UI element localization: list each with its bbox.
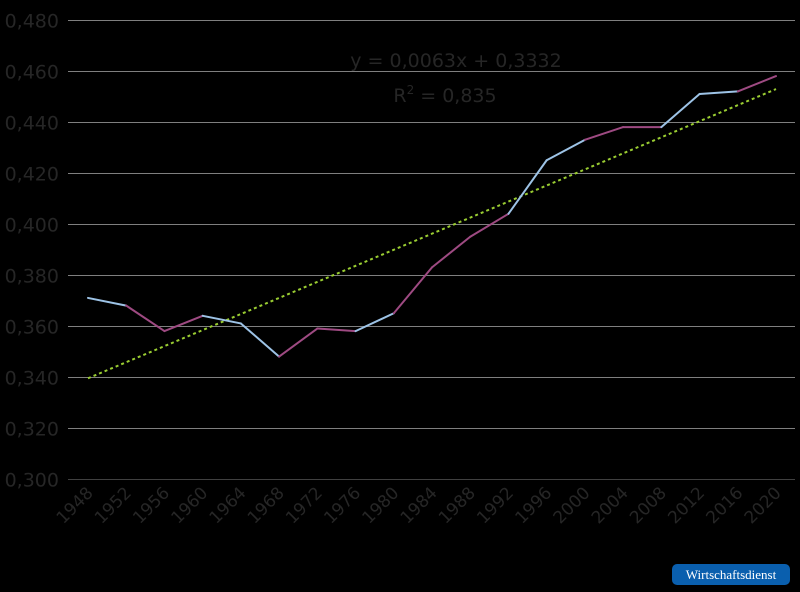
y-tick-label: 0,360	[5, 317, 59, 339]
x-tick-label: 1984	[397, 483, 442, 528]
series-segment	[163, 314, 204, 333]
x-tick-label: 1964	[206, 483, 251, 528]
r-squared-sup: 2	[407, 83, 415, 97]
series-segment	[278, 327, 319, 358]
y-tick-label: 0,300	[5, 470, 59, 492]
y-tick-label: 0,320	[5, 419, 59, 441]
data-series	[87, 75, 777, 358]
series-segment	[316, 327, 357, 333]
x-tick-label: 2020	[741, 483, 786, 528]
x-tick-label: 1968	[244, 483, 289, 528]
series-segment	[660, 92, 701, 129]
series-segment	[239, 322, 281, 358]
x-tick-label: 1996	[511, 483, 556, 528]
x-tick-label: 1976	[320, 483, 365, 528]
x-tick-label: 1948	[53, 483, 98, 528]
trendline	[87, 88, 777, 380]
series-segment	[354, 312, 395, 333]
x-tick-label: 2004	[588, 483, 633, 528]
series-segment	[583, 126, 625, 141]
series-segment	[201, 314, 242, 325]
series-segment	[469, 212, 510, 238]
series-segment	[392, 266, 433, 315]
y-tick-label: 0,400	[5, 215, 59, 237]
y-tick-label: 0,460	[5, 62, 59, 84]
x-tick-label: 2012	[664, 483, 709, 528]
series-segment	[431, 235, 472, 269]
series-segment	[736, 75, 777, 93]
series-segment	[698, 90, 739, 95]
r-squared-r: R	[393, 85, 406, 107]
x-tick-label: 1992	[473, 483, 518, 528]
series-segment	[87, 296, 128, 307]
r-squared-label: R2 = 0,835	[393, 83, 496, 107]
series-segment	[507, 159, 548, 215]
x-tick-label: 1952	[91, 483, 136, 528]
series-segment	[545, 138, 586, 162]
trendline-path	[87, 88, 777, 380]
x-tick-label: 2000	[550, 483, 595, 528]
x-tick-label: 1988	[435, 483, 480, 528]
x-tick-label: 1980	[359, 483, 404, 528]
y-tick-label: 0,340	[5, 368, 59, 390]
x-tick-label: 2016	[703, 483, 748, 528]
x-tick-label: 1956	[129, 483, 174, 528]
series-segment	[125, 304, 166, 333]
x-tick-label: 2008	[626, 483, 671, 528]
x-tick-label: 1972	[282, 483, 327, 528]
trend-equation: y = 0,0063x + 0,3332	[350, 50, 561, 72]
y-tick-label: 0,420	[5, 164, 59, 186]
y-tick-label: 0,440	[5, 113, 59, 135]
x-tick-label: 1960	[167, 483, 212, 528]
y-tick-label: 0,480	[5, 11, 59, 33]
x-axis-ticks: 1948195219561960196419681972197619801984…	[53, 483, 786, 528]
source-badge: Wirtschaftsdienst	[672, 564, 790, 585]
y-axis-ticks: 0,300 0,320 0,340 0,360 0,380 0,400 0,420 0,440…	[5, 11, 59, 492]
gridlines	[68, 20, 795, 480]
r-squared-value: = 0,835	[414, 85, 496, 107]
y-tick-label: 0,380	[5, 266, 59, 288]
